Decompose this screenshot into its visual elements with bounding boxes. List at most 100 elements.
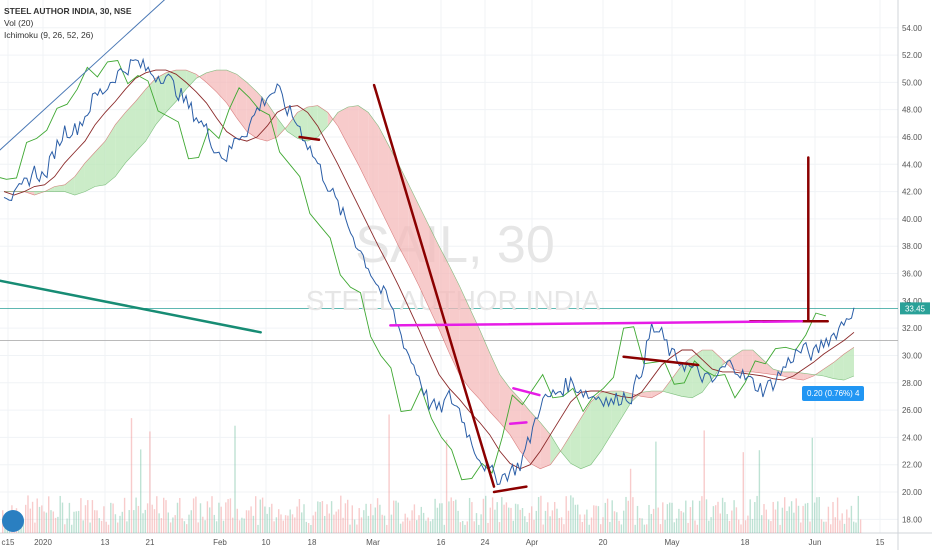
volume-bar [271,503,273,533]
volume-bar [156,496,158,533]
volume-bar [439,503,441,533]
volume-bar [222,520,225,533]
teal-trendline[interactable] [0,260,262,334]
cloud-segment [732,350,743,372]
volume-bar [462,520,464,533]
ichimoku-indicator-label[interactable]: Ichimoku (9, 26, 52, 26) [4,30,94,40]
volume-indicator-label[interactable]: Vol (20) [4,18,34,28]
volume-bar [784,497,786,533]
drawings[interactable] [0,0,829,494]
volume-bar [627,500,629,533]
x-tick-label: Feb [213,538,227,547]
volume-bar [326,504,328,533]
cloud-segment [469,307,480,400]
volume-bar [466,521,468,533]
volume-bar [464,524,466,533]
volume-bar [57,516,59,533]
volume-bar [558,517,560,533]
volume-bar [579,514,581,533]
volume-bar [758,450,761,533]
magenta-trendline[interactable] [389,320,804,327]
volume-bar [158,513,160,533]
base-line [3,69,855,470]
dark-red-trendline[interactable] [492,485,528,494]
volume-bar [733,500,735,533]
volume-bar [859,519,862,533]
volume-bar [731,510,733,533]
volume-bar [280,514,282,533]
volume-bar [533,519,535,533]
volume-bar [846,509,848,533]
volume-bar [303,504,305,533]
volume-bar [565,496,567,533]
volume-bar [351,505,353,533]
y-tick-label: 24.00 [902,433,923,442]
volume-bar [517,504,519,533]
volume-bar [742,452,744,533]
cloud-segment [550,434,561,465]
cloud-segment [671,365,682,397]
magenta-trendline[interactable] [512,387,541,397]
volume-bar [100,520,103,533]
volume-bar [172,517,174,533]
volume-bar [409,520,411,533]
dark-red-trendline[interactable] [298,135,321,141]
volume-bar [680,511,682,533]
volume-bar [600,524,602,533]
volume-bar [284,515,287,533]
volume-bar [128,510,130,533]
volume-bar [613,511,616,533]
volume-bar [728,520,731,533]
volume-bar [721,497,724,533]
x-tick-label: 15 [876,538,885,547]
volume-bar [694,520,696,533]
cloud-segment [499,374,510,435]
blue-trendline[interactable] [0,0,186,246]
dark-red-trendline[interactable] [622,355,700,367]
volume-bar [75,511,77,533]
volume-bar [204,520,206,533]
tradingview-logo-icon[interactable] [2,510,24,532]
volume-bar [66,518,68,533]
cloud-segment [429,225,440,330]
y-tick-label: 50.00 [902,78,923,87]
volume-bar [429,521,432,533]
symbol-title[interactable]: STEEL AUTHOR INDIA, 30, NSE [4,6,132,16]
volume-bar [363,510,365,533]
volume-bar [602,517,604,533]
volume-bar [802,505,804,533]
volume-bar [176,502,179,533]
volume-bar [761,515,763,533]
cloud-segment [226,70,237,118]
volume-bar [662,502,664,533]
cloud-segment [145,78,156,142]
cloud-segment [135,89,146,153]
watermark-symbol: SAIL, 30 [355,216,554,274]
volume-bar [404,513,406,533]
volume-bar [287,515,289,533]
y-tick-label: 20.00 [902,488,923,497]
volume-bar [503,504,505,533]
volume-bar [365,503,367,533]
cloud-segment [337,106,349,146]
volume-bar [763,504,765,533]
volume-bar [496,502,498,533]
y-tick-label: 42.00 [902,188,923,197]
magenta-trendline[interactable] [508,421,528,426]
axes: 18.00 20.00 22.00 24.00 26.00 28.00 30.00 32.00… [2,24,930,547]
volume-bar [478,524,480,533]
volume-bar [282,520,284,533]
volume-bar [655,441,657,533]
volume-bar [29,508,31,533]
y-tick-label: 22.00 [902,461,923,470]
volume-bar [834,517,836,533]
dark-red-trendline[interactable] [372,83,496,488]
volume-bar [89,522,91,533]
volume-bar [220,506,222,533]
cloud-segment [74,162,85,196]
volume-bar [402,521,404,533]
volume-bar [202,516,204,533]
volume-bar [52,511,54,533]
